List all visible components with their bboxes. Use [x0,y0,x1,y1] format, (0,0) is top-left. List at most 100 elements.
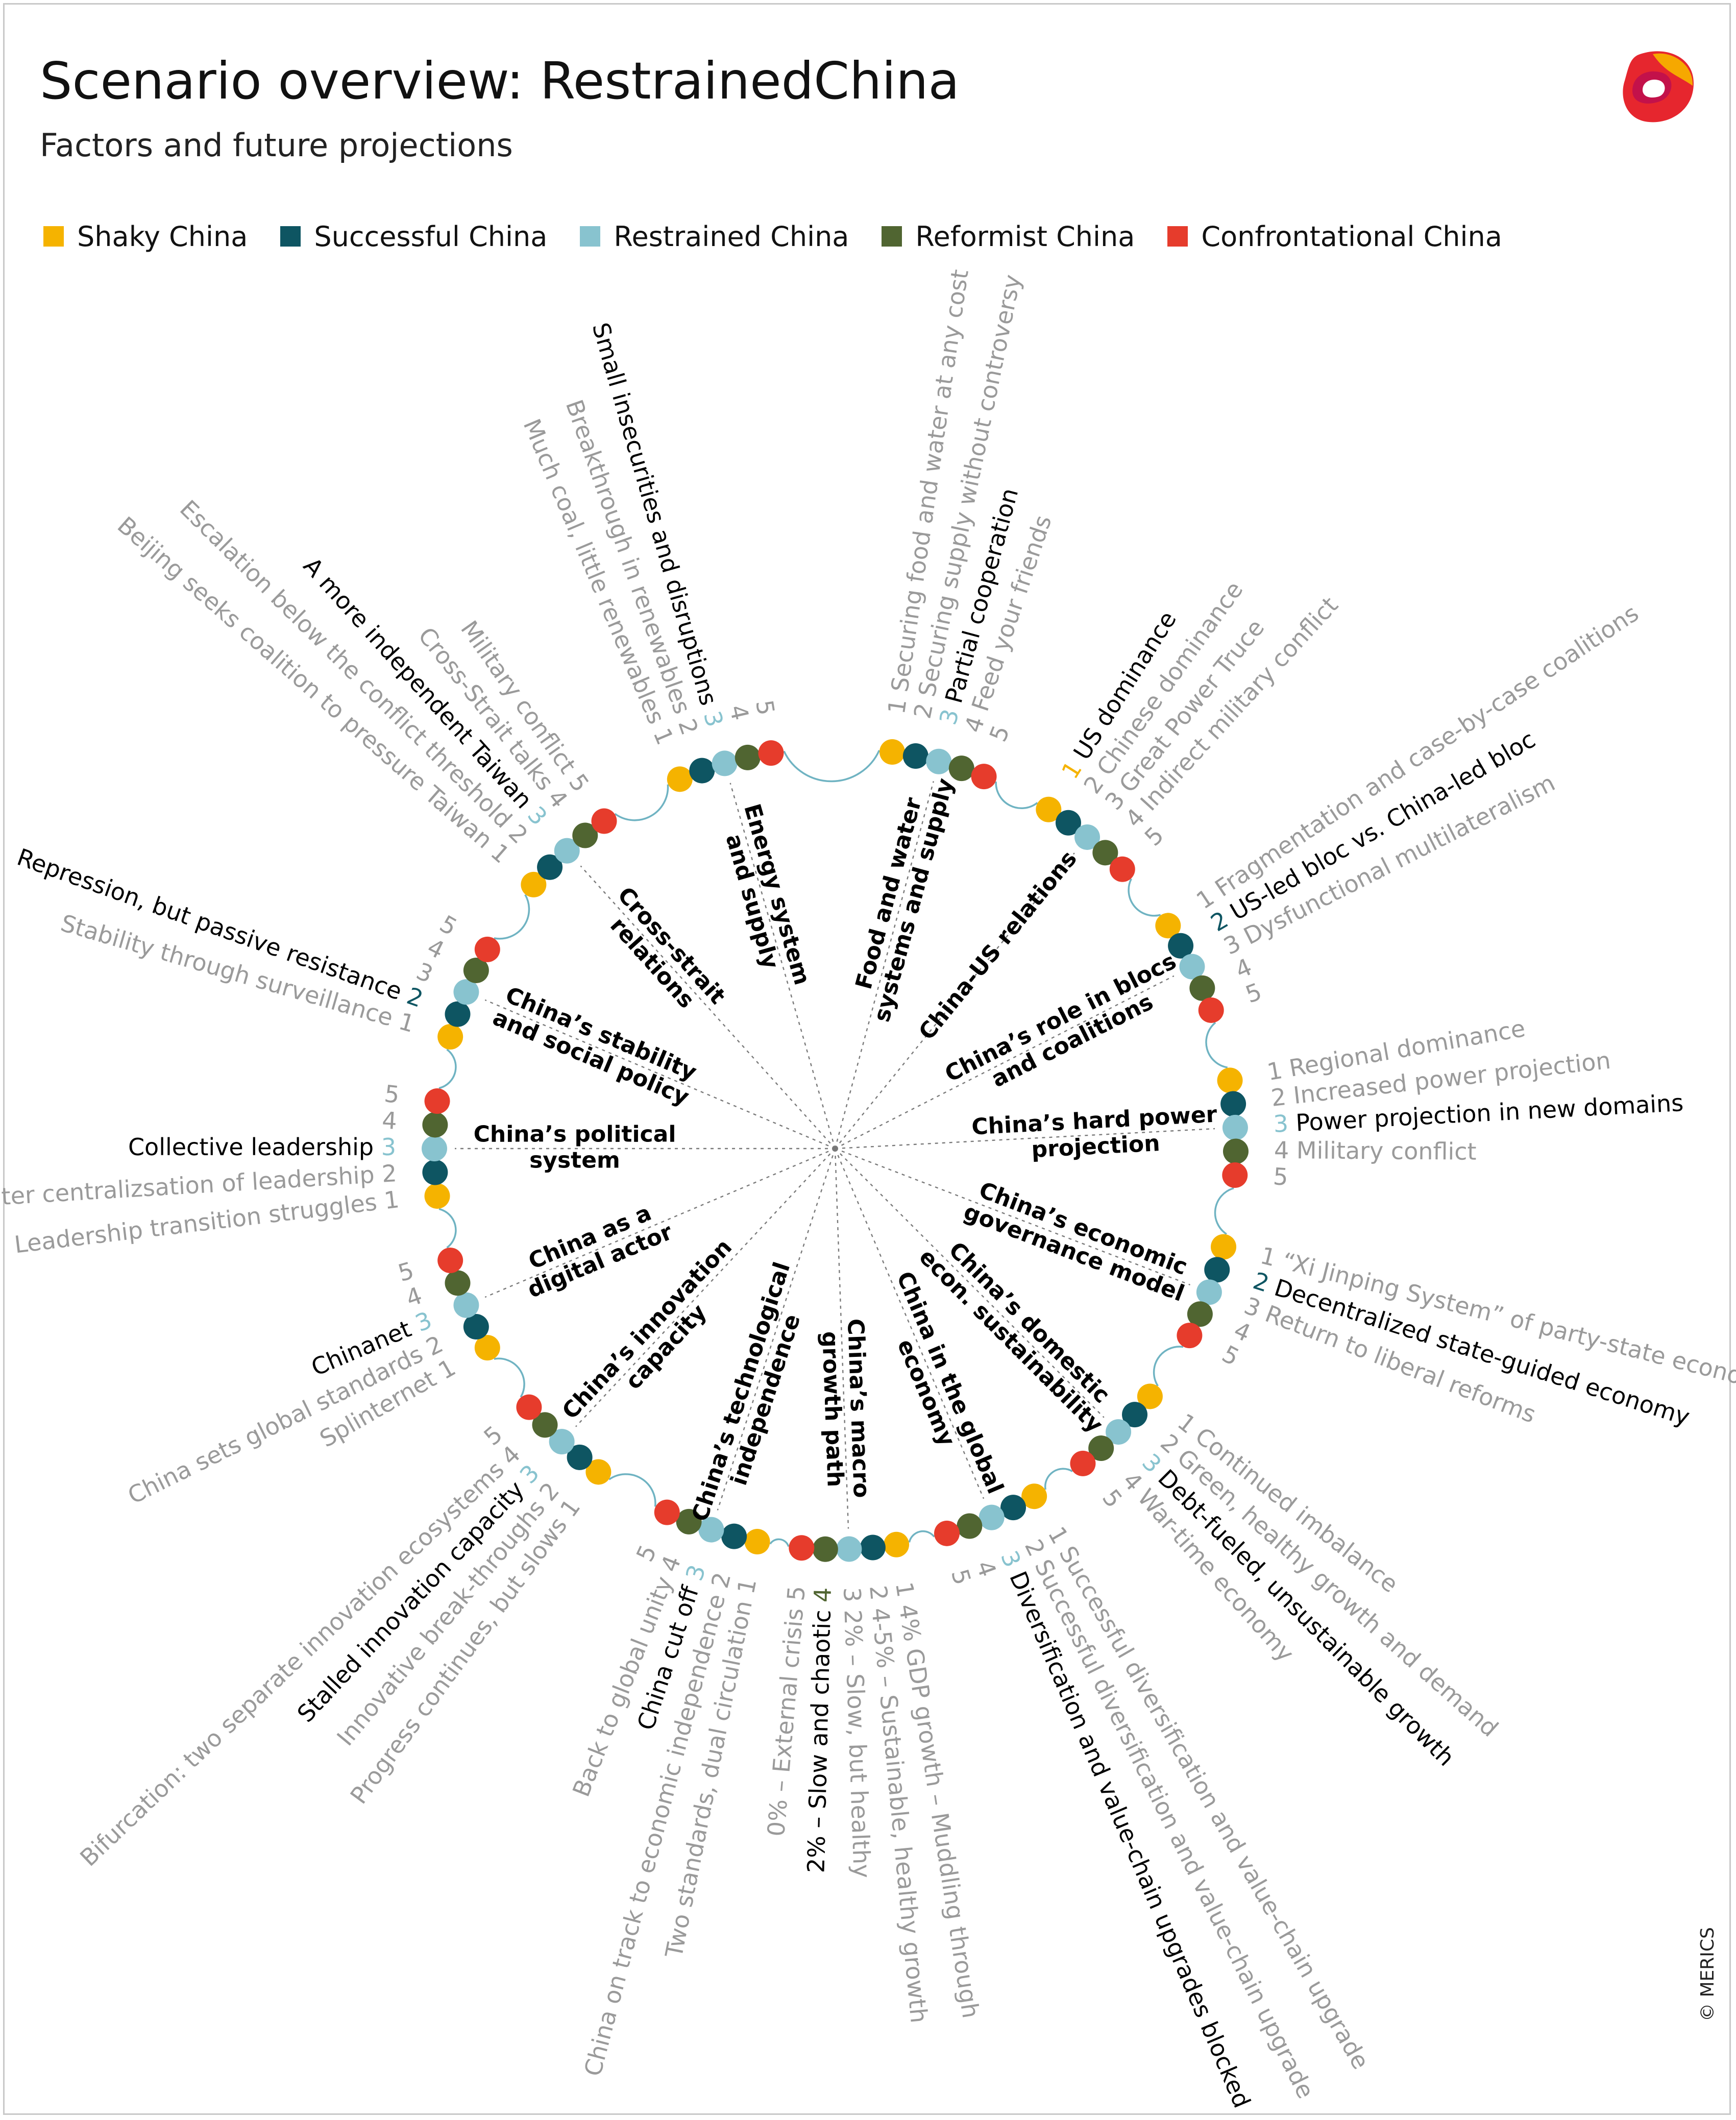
legend-swatch [43,226,64,247]
projection-text: Escalation below the conflict threshold … [175,495,533,849]
projection-number: 5 [781,1585,810,1602]
legend-item-restrained: Restrained China [580,221,849,253]
scenario-dot [735,744,761,770]
projection-name: Successful diversification and value-cha… [1050,1535,1375,2074]
spoke-line [484,1148,836,1298]
projection-number: 5 [630,1541,662,1566]
legend-item-confrontational: Confrontational China [1167,221,1502,253]
scenario-dot [926,748,952,774]
projection-number: 3 [1273,1109,1289,1137]
projection-number: 4 [724,702,754,722]
scenario-dot [516,1394,542,1420]
scenario-dot [812,1536,838,1562]
scenario-dot [572,822,598,848]
scenario-dot [422,1159,448,1185]
scenario-dot [979,1504,1005,1530]
projection-number: 4 [809,1587,837,1603]
projection-text: 0% – External crisis 5 [762,1585,810,1837]
legend-label: Shaky China [77,220,248,253]
scenario-dot [424,1088,450,1114]
connector-arc [1044,1468,1073,1490]
figure-frame [3,3,1731,2115]
projection-label: 2% – Slow and chaotic 4 [802,1587,837,1873]
scenario-dot [474,936,500,962]
scenario-dot [934,1520,960,1546]
scenario-dot [585,1459,612,1485]
projection-number: 4 [402,1281,426,1312]
scenario-dot [1122,1402,1148,1428]
dots-layer [422,739,1249,1562]
projection-number: 2 [865,1584,894,1601]
connector-arc [494,1357,525,1398]
projection-label: 4 Military conflict [1274,1136,1477,1165]
spokes-layer [455,781,1215,1529]
scenario-dot [474,1335,500,1361]
connector-arc [783,750,881,783]
scenario-dot [1036,796,1062,822]
projection-text: 5 [395,1256,417,1287]
scenario-dot [902,743,928,769]
spoke-line [729,783,836,1149]
spoke-line [575,1148,836,1427]
projection-label: 2 US-led bloc vs. China-led bloc [1206,725,1539,937]
projection-name: 2% – Slow and chaotic [802,1602,836,1873]
connector-arc [608,1473,656,1507]
legend-label: Reformist China [915,220,1135,253]
scenario-dot [1074,824,1101,850]
projection-text: 4 [402,1281,426,1312]
projection-label: 0% – External crisis 5 [762,1585,810,1837]
projection-label: Collective leadership 3 [128,1133,396,1161]
projection-text: 4 [381,1106,398,1135]
factor-name: China’s macro [842,1318,874,1498]
projection-number: 4 [1274,1136,1289,1164]
connector-arc [438,1208,457,1249]
page-title: Scenario overview: RestrainedChina [40,51,960,111]
scenario-dot [1222,1114,1248,1140]
scenario-dot [1198,997,1224,1023]
spoke-line [835,1148,1190,1286]
scenario-dot [1222,1162,1248,1188]
projection-text: 2% – Slow and chaotic 4 [802,1587,837,1873]
scenario-dot [1177,1323,1203,1349]
scenario-dot [698,1517,724,1543]
scenario-dot [554,838,580,864]
connector-arc [614,784,669,821]
projection-text: 1 Fragmentation and case-by-case coaliti… [1191,599,1644,914]
scenario-dot [424,1183,450,1209]
factor-name: growth path [817,1331,848,1488]
projection-text: 5 [1273,1162,1289,1191]
projection-number: 5 [395,1256,417,1287]
projection-label: 5 [751,698,780,717]
projection-number: 5 [383,1079,401,1108]
connector-arc [1153,1346,1184,1386]
projection-number: 2 [381,1159,397,1188]
scenario-dot [721,1523,747,1549]
projection-name: 0% – External crisis [762,1600,809,1838]
legend-swatch [580,226,601,247]
projection-label: Escalation below the conflict threshold … [175,495,533,849]
projection-number: 3 [839,1587,867,1602]
scenario-dot [437,1024,463,1050]
wheel-center [833,1147,837,1151]
arcs-layer [438,750,1234,1547]
scenario-dot [758,740,784,766]
connector-arc [995,781,1038,810]
scenario-dot [567,1444,593,1470]
projection-number: 5 [751,698,780,717]
scenario-dot [1179,954,1205,980]
projection-number: 5 [1273,1162,1289,1191]
factor-name: China’s political [474,1122,676,1148]
projection-text: 5 [1242,977,1265,1008]
projection-label: 4 [381,1106,398,1135]
projection-label: 5 [383,1079,401,1108]
projection-label: 4 [724,702,754,722]
scenario-dot [463,1314,489,1340]
scenario-dot [1187,1301,1213,1327]
projection-number: 5 [984,721,1015,745]
scenario-dot [1109,856,1135,882]
projection-name: Military conflict [1289,1136,1477,1165]
